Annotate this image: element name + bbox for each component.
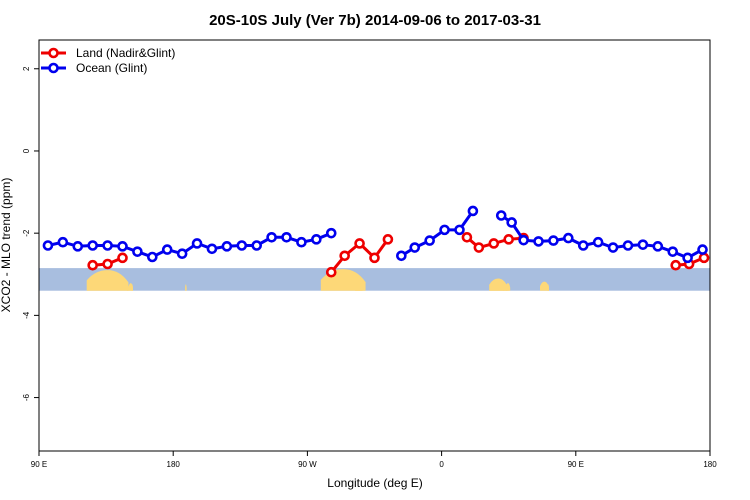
data-point-ocean-glint (548, 235, 559, 246)
x-tick-label: 90 E (568, 460, 584, 469)
y-tick-label: 2 (22, 66, 31, 71)
data-point-land-nadir-glint (369, 252, 380, 264)
data-point-ocean-glint (607, 242, 619, 253)
ocean-band (39, 268, 710, 291)
data-point-ocean-glint (176, 248, 188, 260)
data-point-land-nadir-glint (670, 259, 682, 271)
data-point-ocean-glint (518, 234, 529, 246)
data-point-ocean-glint (296, 236, 307, 248)
y-tick-label: 0 (22, 148, 31, 153)
x-axis: 90 E 180 90 W 0 90 E 180 (31, 451, 717, 469)
data-point-ocean-glint (221, 241, 233, 252)
data-point-ocean-glint (266, 231, 277, 243)
data-point-land-nadir-glint (473, 242, 485, 253)
chart-title: 20S-10S July (Ver 7b) 2014-09-06 to 2017… (209, 12, 541, 29)
data-point-ocean-glint (409, 242, 421, 253)
x-tick-label: 180 (703, 460, 717, 469)
data-point-ocean-glint (147, 251, 158, 263)
plot-frame (38, 39, 711, 452)
data-point-ocean-glint (72, 241, 84, 252)
data-point-ocean-glint (117, 241, 128, 252)
x-tick-label: 180 (167, 460, 181, 469)
data-point-land-nadir-glint (87, 259, 98, 271)
data-point-ocean-glint (506, 217, 517, 228)
legend: Land (Nadir&Glint)Ocean (Glint) (41, 46, 175, 75)
land-mass-15 (540, 281, 549, 291)
data-point-ocean-glint (325, 227, 337, 239)
y-axis-label: XCO2 - MLO trend (ppm) (0, 178, 13, 313)
data-point-ocean-glint (281, 231, 292, 243)
x-axis-label: Longitude (deg E) (327, 476, 422, 490)
data-point-ocean-glint (467, 205, 479, 217)
data-point-ocean-glint (42, 240, 54, 251)
data-point-ocean-glint (161, 244, 173, 255)
data-point-land-nadir-glint (698, 252, 710, 264)
y-axis: 2 0 -2 -4 -6 (22, 66, 39, 401)
y-tick-label: -6 (22, 393, 31, 401)
legend-marker-ocean-glint (48, 62, 59, 74)
data-point-ocean-glint (57, 236, 69, 248)
data-point-land-nadir-glint (461, 231, 473, 243)
land-mass-13 (489, 278, 508, 291)
data-point-land-nadir-glint (102, 258, 113, 270)
legend-marker-land-nadir-glint (48, 47, 59, 59)
land-mass-0 (86, 270, 129, 291)
land-mass-14 (507, 284, 509, 291)
data-point-land-nadir-glint (382, 234, 394, 245)
data-point-land-nadir-glint (488, 238, 500, 249)
data-point-ocean-glint (637, 239, 649, 250)
data-point-ocean-glint (533, 236, 544, 247)
data-point-ocean-glint (622, 240, 634, 251)
latitude-band (39, 268, 710, 291)
data-point-ocean-glint (577, 240, 589, 251)
data-point-ocean-glint (132, 246, 143, 257)
data-point-ocean-glint (697, 244, 708, 255)
data-point-ocean-glint (206, 243, 218, 255)
legend-label-ocean-glint: Ocean (Glint) (76, 61, 147, 75)
data-point-ocean-glint (424, 235, 435, 246)
data-point-land-nadir-glint (325, 266, 337, 278)
data-point-ocean-glint (495, 210, 507, 221)
data-point-ocean-glint (191, 238, 203, 249)
data-point-ocean-glint (251, 240, 263, 251)
x-tick-label: 0 (439, 460, 444, 469)
land-mass-4 (185, 284, 187, 291)
data-point-ocean-glint (236, 240, 248, 251)
data-point-land-nadir-glint (117, 252, 128, 264)
x-tick-label: 90 W (298, 460, 317, 469)
data-point-ocean-glint (592, 236, 604, 248)
data-point-ocean-glint (454, 224, 465, 236)
data-point-ocean-glint (563, 232, 574, 244)
data-point-land-nadir-glint (503, 234, 515, 245)
series-layer (42, 205, 710, 278)
y-tick-label: -4 (22, 311, 31, 319)
data-point-land-nadir-glint (339, 250, 350, 262)
data-point-ocean-glint (682, 252, 693, 264)
data-point-ocean-glint (667, 246, 679, 257)
land-mass-16 (547, 284, 549, 291)
data-point-land-nadir-glint (354, 238, 365, 249)
data-point-ocean-glint (439, 224, 450, 236)
data-point-ocean-glint (652, 241, 664, 252)
legend-label-land-nadir-glint: Land (Nadir&Glint) (76, 46, 175, 60)
data-point-ocean-glint (87, 240, 98, 251)
y-tick-label: -2 (22, 229, 31, 237)
land-mass-2 (126, 284, 129, 291)
x-tick-label: 90 E (31, 460, 47, 469)
data-point-ocean-glint (396, 250, 407, 262)
land-mass-7 (355, 282, 363, 291)
data-point-ocean-glint (311, 234, 322, 245)
data-point-ocean-glint (102, 240, 113, 251)
land-mass-3 (131, 284, 133, 291)
